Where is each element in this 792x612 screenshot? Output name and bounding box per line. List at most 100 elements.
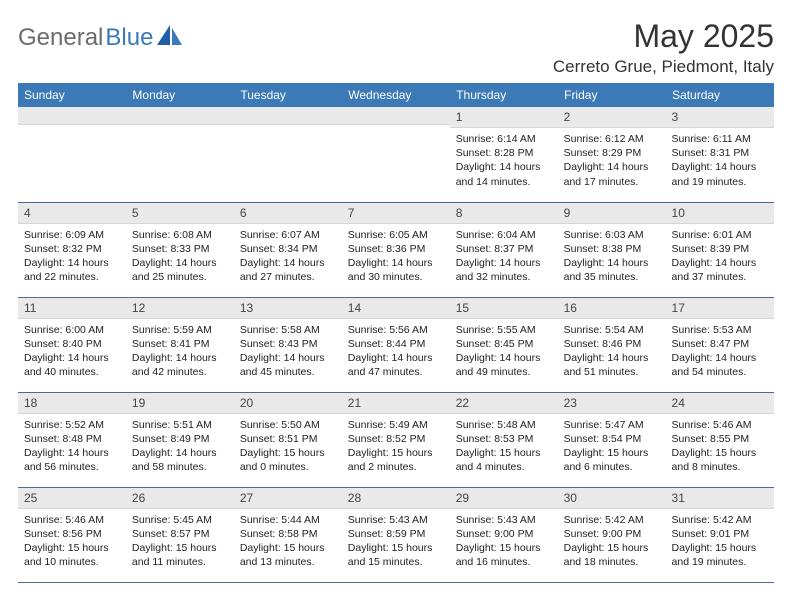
day-number: 19 [126,393,234,414]
sunrise-text: Sunrise: 5:46 AM [24,513,120,527]
sunrise-text: Sunrise: 5:49 AM [348,418,444,432]
sunset-text: Sunset: 8:56 PM [24,527,120,541]
sunrise-text: Sunrise: 6:05 AM [348,228,444,242]
calendar-table: Sunday Monday Tuesday Wednesday Thursday… [18,83,774,583]
day-number: 14 [342,298,450,319]
day-details: Sunrise: 6:03 AMSunset: 8:38 PMDaylight:… [558,224,666,287]
sunset-text: Sunset: 8:32 PM [24,242,120,256]
daylight-text: Daylight: 14 hours and 58 minutes. [132,446,228,474]
day-number: 2 [558,107,666,128]
sunset-text: Sunset: 9:00 PM [456,527,552,541]
day-number: 30 [558,488,666,509]
weekday-header-row: Sunday Monday Tuesday Wednesday Thursday… [18,83,774,107]
calendar-day-cell: 8Sunrise: 6:04 AMSunset: 8:37 PMDaylight… [450,202,558,297]
sunrise-text: Sunrise: 6:11 AM [672,132,768,146]
day-number: 16 [558,298,666,319]
calendar-day-cell: 15Sunrise: 5:55 AMSunset: 8:45 PMDayligh… [450,297,558,392]
day-details: Sunrise: 6:12 AMSunset: 8:29 PMDaylight:… [558,128,666,191]
day-number: 12 [126,298,234,319]
daylight-text: Daylight: 14 hours and 40 minutes. [24,351,120,379]
sunrise-text: Sunrise: 5:55 AM [456,323,552,337]
daylight-text: Daylight: 15 hours and 10 minutes. [24,541,120,569]
month-title: May 2025 [553,18,774,55]
sunset-text: Sunset: 8:31 PM [672,146,768,160]
calendar-day-cell: 14 Sunrise: 5:56 AMSunset: 8:44 PMDayligh… [342,297,450,392]
sunset-text: Sunset: 8:41 PM [132,337,228,351]
day-number: 23 [558,393,666,414]
day-number: 5 [126,203,234,224]
sunset-text: Sunset: 8:33 PM [132,242,228,256]
sunset-text: Sunset: 8:59 PM [348,527,444,541]
sunset-text: Sunset: 9:00 PM [564,527,660,541]
sunset-text: Sunset: 8:51 PM [240,432,336,446]
logo-text-blue: Blue [105,24,153,52]
weekday-header: Sunday [18,83,126,107]
sunset-text: Sunset: 8:44 PM [348,337,444,351]
day-details: Sunrise: 6:14 AMSunset: 8:28 PMDaylight:… [450,128,558,191]
day-number: 29 [450,488,558,509]
calendar-day-cell: 3Sunrise: 6:11 AMSunset: 8:31 PMDaylight… [666,107,774,202]
day-details: Sunrise: 5:50 AMSunset: 8:51 PMDaylight:… [234,414,342,477]
day-number: 26 [126,488,234,509]
header: GeneralBlue May 2025 Cerreto Grue, Piedm… [18,18,774,77]
sunset-text: Sunset: 8:29 PM [564,146,660,160]
sunset-text: Sunset: 8:52 PM [348,432,444,446]
calendar-day-cell: 13Sunrise: 5:58 AMSunset: 8:43 PMDayligh… [234,297,342,392]
calendar-day-cell: 20Sunrise: 5:50 AMSunset: 8:51 PMDayligh… [234,392,342,487]
sunrise-text: Sunrise: 5:43 AM [456,513,552,527]
day-details: Sunrise: 5:55 AMSunset: 8:45 PMDaylight:… [450,319,558,382]
calendar-day-cell [126,107,234,202]
daylight-text: Daylight: 14 hours and 25 minutes. [132,256,228,284]
day-number: 6 [234,203,342,224]
calendar-day-cell: 22Sunrise: 5:48 AMSunset: 8:53 PMDayligh… [450,392,558,487]
calendar-week-row: 25Sunrise: 5:46 AMSunset: 8:56 PMDayligh… [18,487,774,582]
sunrise-text: Sunrise: 6:14 AM [456,132,552,146]
calendar-day-cell: 12Sunrise: 5:59 AMSunset: 8:41 PMDayligh… [126,297,234,392]
daylight-text: Daylight: 14 hours and 47 minutes. [348,351,444,379]
sunrise-text: Sunrise: 5:47 AM [564,418,660,432]
sunrise-text: Sunrise: 5:56 AM [348,323,444,337]
day-details: Sunrise: 5:51 AMSunset: 8:49 PMDaylight:… [126,414,234,477]
sunrise-text: Sunrise: 5:46 AM [672,418,768,432]
sunset-text: Sunset: 8:28 PM [456,146,552,160]
day-details: Sunrise: 5:46 AMSunset: 8:56 PMDaylight:… [18,509,126,572]
sunrise-text: Sunrise: 5:54 AM [564,323,660,337]
day-number [234,107,342,125]
day-number: 15 [450,298,558,319]
day-details: Sunrise: 5:42 AMSunset: 9:01 PMDaylight:… [666,509,774,572]
daylight-text: Daylight: 15 hours and 19 minutes. [672,541,768,569]
day-details: Sunrise: 5:47 AMSunset: 8:54 PMDaylight:… [558,414,666,477]
day-details: Sunrise: 5:49 AMSunset: 8:52 PMDaylight:… [342,414,450,477]
day-number: 21 [342,393,450,414]
calendar-day-cell: 24Sunrise: 5:46 AMSunset: 8:55 PMDayligh… [666,392,774,487]
day-details: Sunrise: 6:04 AMSunset: 8:37 PMDaylight:… [450,224,558,287]
calendar-day-cell: 1Sunrise: 6:14 AMSunset: 8:28 PMDaylight… [450,107,558,202]
sunrise-text: Sunrise: 5:59 AM [132,323,228,337]
day-details: Sunrise: 5:54 AMSunset: 8:46 PMDaylight:… [558,319,666,382]
day-details: Sunrise: 6:00 AMSunset: 8:40 PMDaylight:… [18,319,126,382]
daylight-text: Daylight: 14 hours and 56 minutes. [24,446,120,474]
calendar-day-cell: 27Sunrise: 5:44 AMSunset: 8:58 PMDayligh… [234,487,342,582]
logo-text-general: General [18,24,103,52]
sunset-text: Sunset: 8:58 PM [240,527,336,541]
daylight-text: Daylight: 14 hours and 14 minutes. [456,160,552,188]
day-number: 7 [342,203,450,224]
calendar-day-cell: 25Sunrise: 5:46 AMSunset: 8:56 PMDayligh… [18,487,126,582]
daylight-text: Daylight: 15 hours and 13 minutes. [240,541,336,569]
day-number: 11 [18,298,126,319]
sunset-text: Sunset: 8:38 PM [564,242,660,256]
daylight-text: Daylight: 15 hours and 6 minutes. [564,446,660,474]
sunset-text: Sunset: 8:57 PM [132,527,228,541]
weekday-header: Wednesday [342,83,450,107]
daylight-text: Daylight: 14 hours and 49 minutes. [456,351,552,379]
sunrise-text: Sunrise: 5:52 AM [24,418,120,432]
calendar-day-cell: 19Sunrise: 5:51 AMSunset: 8:49 PMDayligh… [126,392,234,487]
calendar-day-cell [234,107,342,202]
sunset-text: Sunset: 8:40 PM [24,337,120,351]
sunset-text: Sunset: 8:54 PM [564,432,660,446]
sunrise-text: Sunrise: 6:08 AM [132,228,228,242]
daylight-text: Daylight: 14 hours and 27 minutes. [240,256,336,284]
calendar-day-cell [18,107,126,202]
calendar-day-cell: 2Sunrise: 6:12 AMSunset: 8:29 PMDaylight… [558,107,666,202]
sunset-text: Sunset: 8:46 PM [564,337,660,351]
